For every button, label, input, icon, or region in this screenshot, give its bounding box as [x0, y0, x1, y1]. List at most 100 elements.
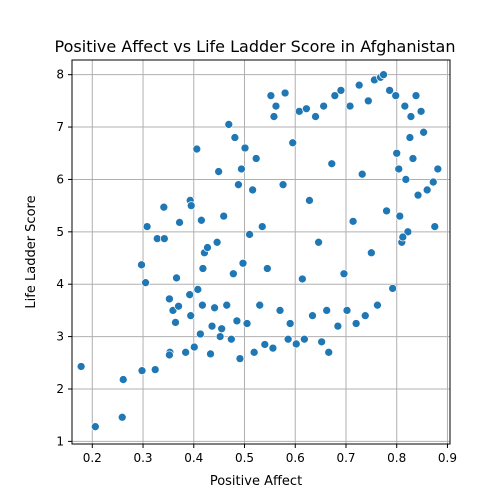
data-point — [76, 362, 86, 371]
data-point — [300, 334, 309, 344]
data-point — [327, 159, 337, 169]
data-point — [137, 366, 147, 376]
data-point — [357, 169, 367, 179]
data-point — [192, 144, 202, 154]
data-point — [219, 211, 229, 221]
x-axis-label: Positive Affect — [210, 474, 302, 489]
data-point — [433, 164, 443, 174]
data-point — [367, 248, 376, 258]
data-point — [242, 319, 252, 328]
data-point — [348, 217, 358, 226]
data-point — [245, 230, 254, 239]
data-point — [342, 306, 352, 315]
data-point — [400, 101, 410, 111]
data-point — [411, 91, 421, 100]
data-point — [232, 316, 242, 326]
data-point — [351, 319, 361, 328]
grid-layer — [72, 60, 450, 444]
data-point — [193, 285, 203, 294]
data-point — [288, 138, 298, 148]
data-point — [197, 215, 206, 225]
data-point — [186, 311, 196, 321]
data-point — [181, 347, 191, 357]
data-point — [214, 167, 223, 176]
data-point — [189, 342, 199, 352]
data-point — [186, 201, 196, 210]
y-tick-label: 2 — [56, 382, 64, 396]
data-point — [137, 260, 146, 270]
data-point — [118, 375, 128, 384]
data-point — [215, 332, 225, 341]
data-point — [212, 237, 222, 247]
data-point — [142, 222, 152, 231]
data-point — [275, 306, 285, 315]
data-point — [222, 300, 232, 310]
data-point — [363, 96, 373, 106]
data-point — [224, 120, 234, 129]
data-point — [305, 196, 314, 205]
data-point — [345, 101, 355, 111]
data-point — [255, 300, 265, 310]
data-point — [283, 334, 293, 344]
data-point — [406, 112, 416, 121]
data-point — [302, 104, 311, 114]
y-tick-label: 6 — [56, 172, 64, 186]
data-point — [159, 234, 169, 243]
data-point — [269, 112, 279, 121]
data-point — [280, 88, 290, 98]
data-point — [324, 347, 334, 357]
data-point — [314, 237, 323, 247]
data-point — [382, 206, 391, 216]
plot-frame — [71, 59, 451, 445]
data-point — [395, 211, 405, 221]
data-point — [117, 412, 127, 422]
data-point — [207, 321, 217, 331]
data-point — [330, 91, 340, 100]
data-point — [230, 133, 240, 142]
data-point — [385, 86, 394, 95]
data-point — [408, 154, 418, 163]
data-point — [234, 180, 243, 190]
data-point — [271, 101, 281, 111]
data-point — [171, 318, 180, 327]
data-point — [249, 347, 259, 357]
data-point — [165, 294, 174, 304]
data-point — [336, 86, 346, 95]
x-tick-label: 0.5 — [235, 451, 254, 465]
data-point — [210, 303, 219, 313]
x-ticks: 0.2 0.3 0.4 0.5 0.6 0.7 0.8 0.9 — [83, 444, 457, 465]
data-point — [360, 311, 370, 321]
data-point — [262, 264, 272, 273]
data-point — [248, 185, 257, 195]
data-point — [339, 269, 349, 279]
data-point — [141, 278, 150, 287]
data-point — [150, 365, 160, 374]
data-point — [388, 284, 398, 293]
data-point — [203, 243, 212, 252]
data-point — [398, 232, 408, 242]
x-tick-label: 0.7 — [336, 451, 355, 465]
data-point — [291, 339, 301, 349]
data-point — [373, 300, 382, 310]
data-point — [159, 202, 169, 212]
x-tick-label: 0.4 — [184, 451, 203, 465]
data-point — [268, 343, 278, 353]
chart-title: Positive Affect vs Life Ladder Score in … — [55, 37, 456, 56]
data-point — [308, 311, 317, 321]
data-point — [237, 164, 246, 174]
data-point — [217, 324, 227, 334]
data-point — [422, 185, 432, 195]
y-ticks: 1 2 3 4 5 6 7 8 — [56, 68, 72, 448]
data-point — [235, 354, 245, 363]
x-tick-label: 0.3 — [133, 451, 152, 465]
data-point — [240, 143, 250, 153]
x-tick-label: 0.6 — [286, 451, 305, 465]
data-point — [428, 177, 438, 187]
data-point — [392, 148, 402, 158]
data-point — [354, 80, 364, 90]
x-tick-label: 0.9 — [438, 451, 457, 465]
points-layer — [76, 70, 443, 432]
data-point — [311, 112, 320, 121]
data-point — [90, 422, 100, 432]
data-point — [317, 337, 326, 347]
